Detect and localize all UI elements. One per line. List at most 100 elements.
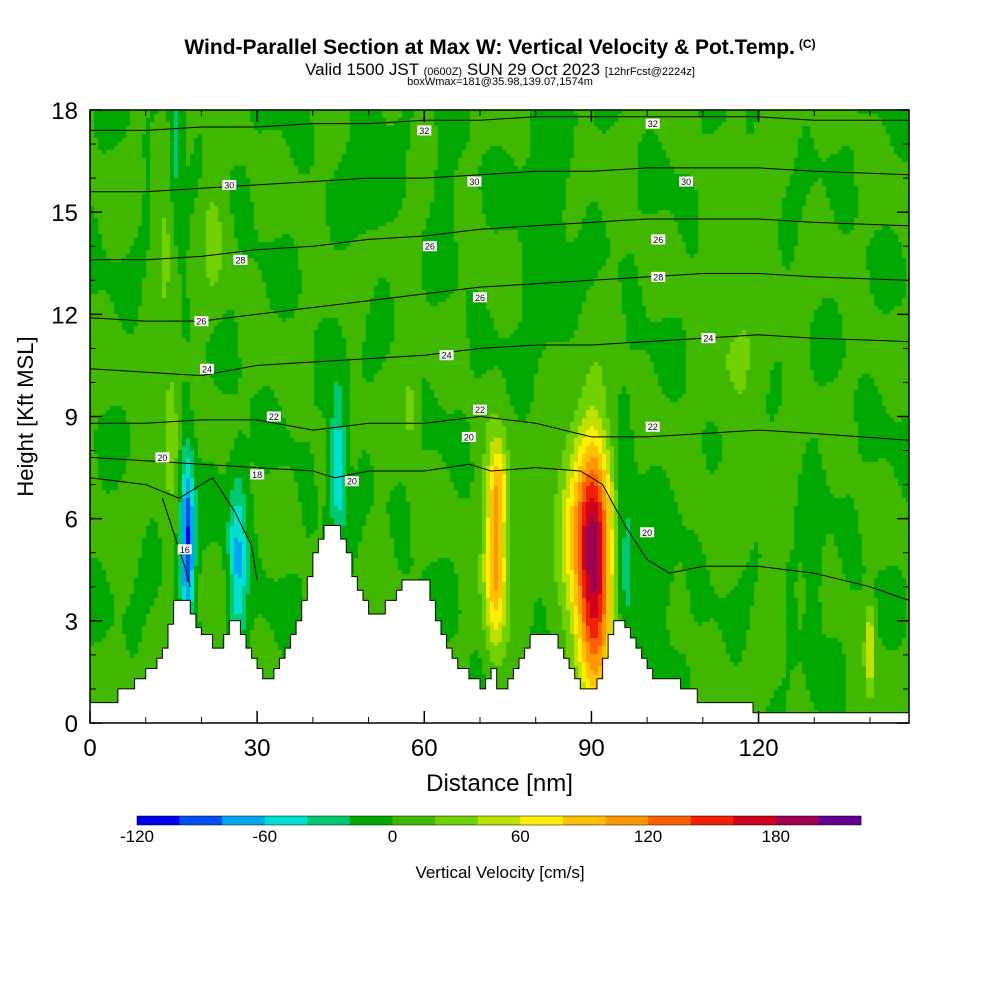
- w-cell: [358, 166, 363, 171]
- w-cell: [150, 142, 155, 147]
- w-cell: [758, 158, 763, 163]
- w-cell: [334, 138, 339, 143]
- w-cell: [278, 150, 283, 155]
- w-cell: [514, 126, 519, 131]
- w-cell: [386, 134, 391, 139]
- w-cell: [706, 130, 711, 135]
- w-cell: [850, 154, 855, 159]
- w-cell: [446, 150, 451, 155]
- w-cell: [802, 114, 807, 119]
- w-cell: [146, 150, 151, 155]
- w-cell: [398, 134, 403, 139]
- w-cell: [122, 166, 127, 171]
- w-cell: [874, 162, 879, 167]
- w-cell: [642, 134, 647, 139]
- w-cell: [318, 174, 323, 179]
- w-cell: [242, 146, 247, 151]
- w-cell: [882, 166, 887, 171]
- w-cell: [210, 122, 215, 127]
- w-cell: [658, 134, 663, 139]
- w-cell: [866, 158, 871, 163]
- w-cell: [114, 126, 119, 131]
- w-cell: [146, 134, 151, 139]
- w-cell: [198, 170, 203, 175]
- w-cell: [682, 122, 687, 127]
- w-cell: [858, 158, 863, 163]
- w-cell: [434, 150, 439, 155]
- w-cell: [190, 170, 195, 175]
- w-cell: [598, 158, 603, 163]
- w-cell: [262, 114, 267, 119]
- w-cell: [514, 166, 519, 171]
- w-cell: [474, 138, 479, 143]
- w-cell: [458, 166, 463, 171]
- w-cell: [458, 142, 463, 147]
- w-cell: [734, 138, 739, 143]
- w-cell: [142, 170, 147, 175]
- w-cell: [314, 174, 319, 179]
- w-cell: [98, 142, 103, 147]
- w-cell: [150, 134, 155, 139]
- w-cell: [514, 134, 519, 139]
- w-cell: [334, 154, 339, 159]
- w-cell: [834, 162, 839, 167]
- w-cell: [262, 134, 267, 139]
- w-cell: [422, 150, 427, 155]
- w-cell: [250, 170, 255, 175]
- w-cell: [618, 142, 623, 147]
- w-cell: [750, 130, 755, 135]
- w-cell: [710, 114, 715, 119]
- w-cell: [590, 130, 595, 135]
- w-cell: [402, 126, 407, 131]
- w-cell: [346, 118, 351, 123]
- w-cell: [426, 158, 431, 163]
- w-cell: [310, 126, 315, 131]
- w-cell: [394, 114, 399, 119]
- w-cell: [666, 158, 671, 163]
- w-cell: [734, 154, 739, 159]
- w-cell: [206, 146, 211, 151]
- w-cell: [354, 146, 359, 151]
- w-cell: [266, 154, 271, 159]
- w-cell: [786, 154, 791, 159]
- w-cell: [526, 158, 531, 163]
- w-cell: [854, 166, 859, 171]
- w-cell: [402, 154, 407, 159]
- w-cell: [402, 158, 407, 163]
- w-cell: [422, 142, 427, 147]
- w-cell: [466, 158, 471, 163]
- w-cell: [218, 138, 223, 143]
- w-cell: [678, 170, 683, 175]
- w-cell: [182, 122, 187, 127]
- w-cell: [482, 150, 487, 155]
- w-cell: [150, 150, 155, 155]
- w-cell: [814, 122, 819, 127]
- w-cell: [126, 166, 131, 171]
- w-cell: [326, 162, 331, 167]
- w-cell: [442, 114, 447, 119]
- w-cell: [254, 162, 259, 167]
- w-cell: [474, 130, 479, 135]
- w-cell: [394, 146, 399, 151]
- w-cell: [494, 146, 499, 151]
- w-cell: [354, 118, 359, 123]
- w-cell: [550, 158, 555, 163]
- w-cell: [814, 154, 819, 159]
- w-cell: [822, 166, 827, 171]
- w-cell: [510, 158, 515, 163]
- w-cell: [198, 134, 203, 139]
- w-cell: [818, 122, 823, 127]
- w-cell: [554, 146, 559, 151]
- w-cell: [590, 150, 595, 155]
- w-cell: [234, 170, 239, 175]
- w-cell: [802, 154, 807, 159]
- w-cell: [506, 114, 511, 119]
- w-cell: [874, 154, 879, 159]
- w-cell: [394, 162, 399, 167]
- w-cell: [450, 138, 455, 143]
- w-cell: [214, 134, 219, 139]
- w-cell: [462, 154, 467, 159]
- w-cell: [350, 134, 355, 139]
- w-cell: [714, 170, 719, 175]
- w-cell: [774, 122, 779, 127]
